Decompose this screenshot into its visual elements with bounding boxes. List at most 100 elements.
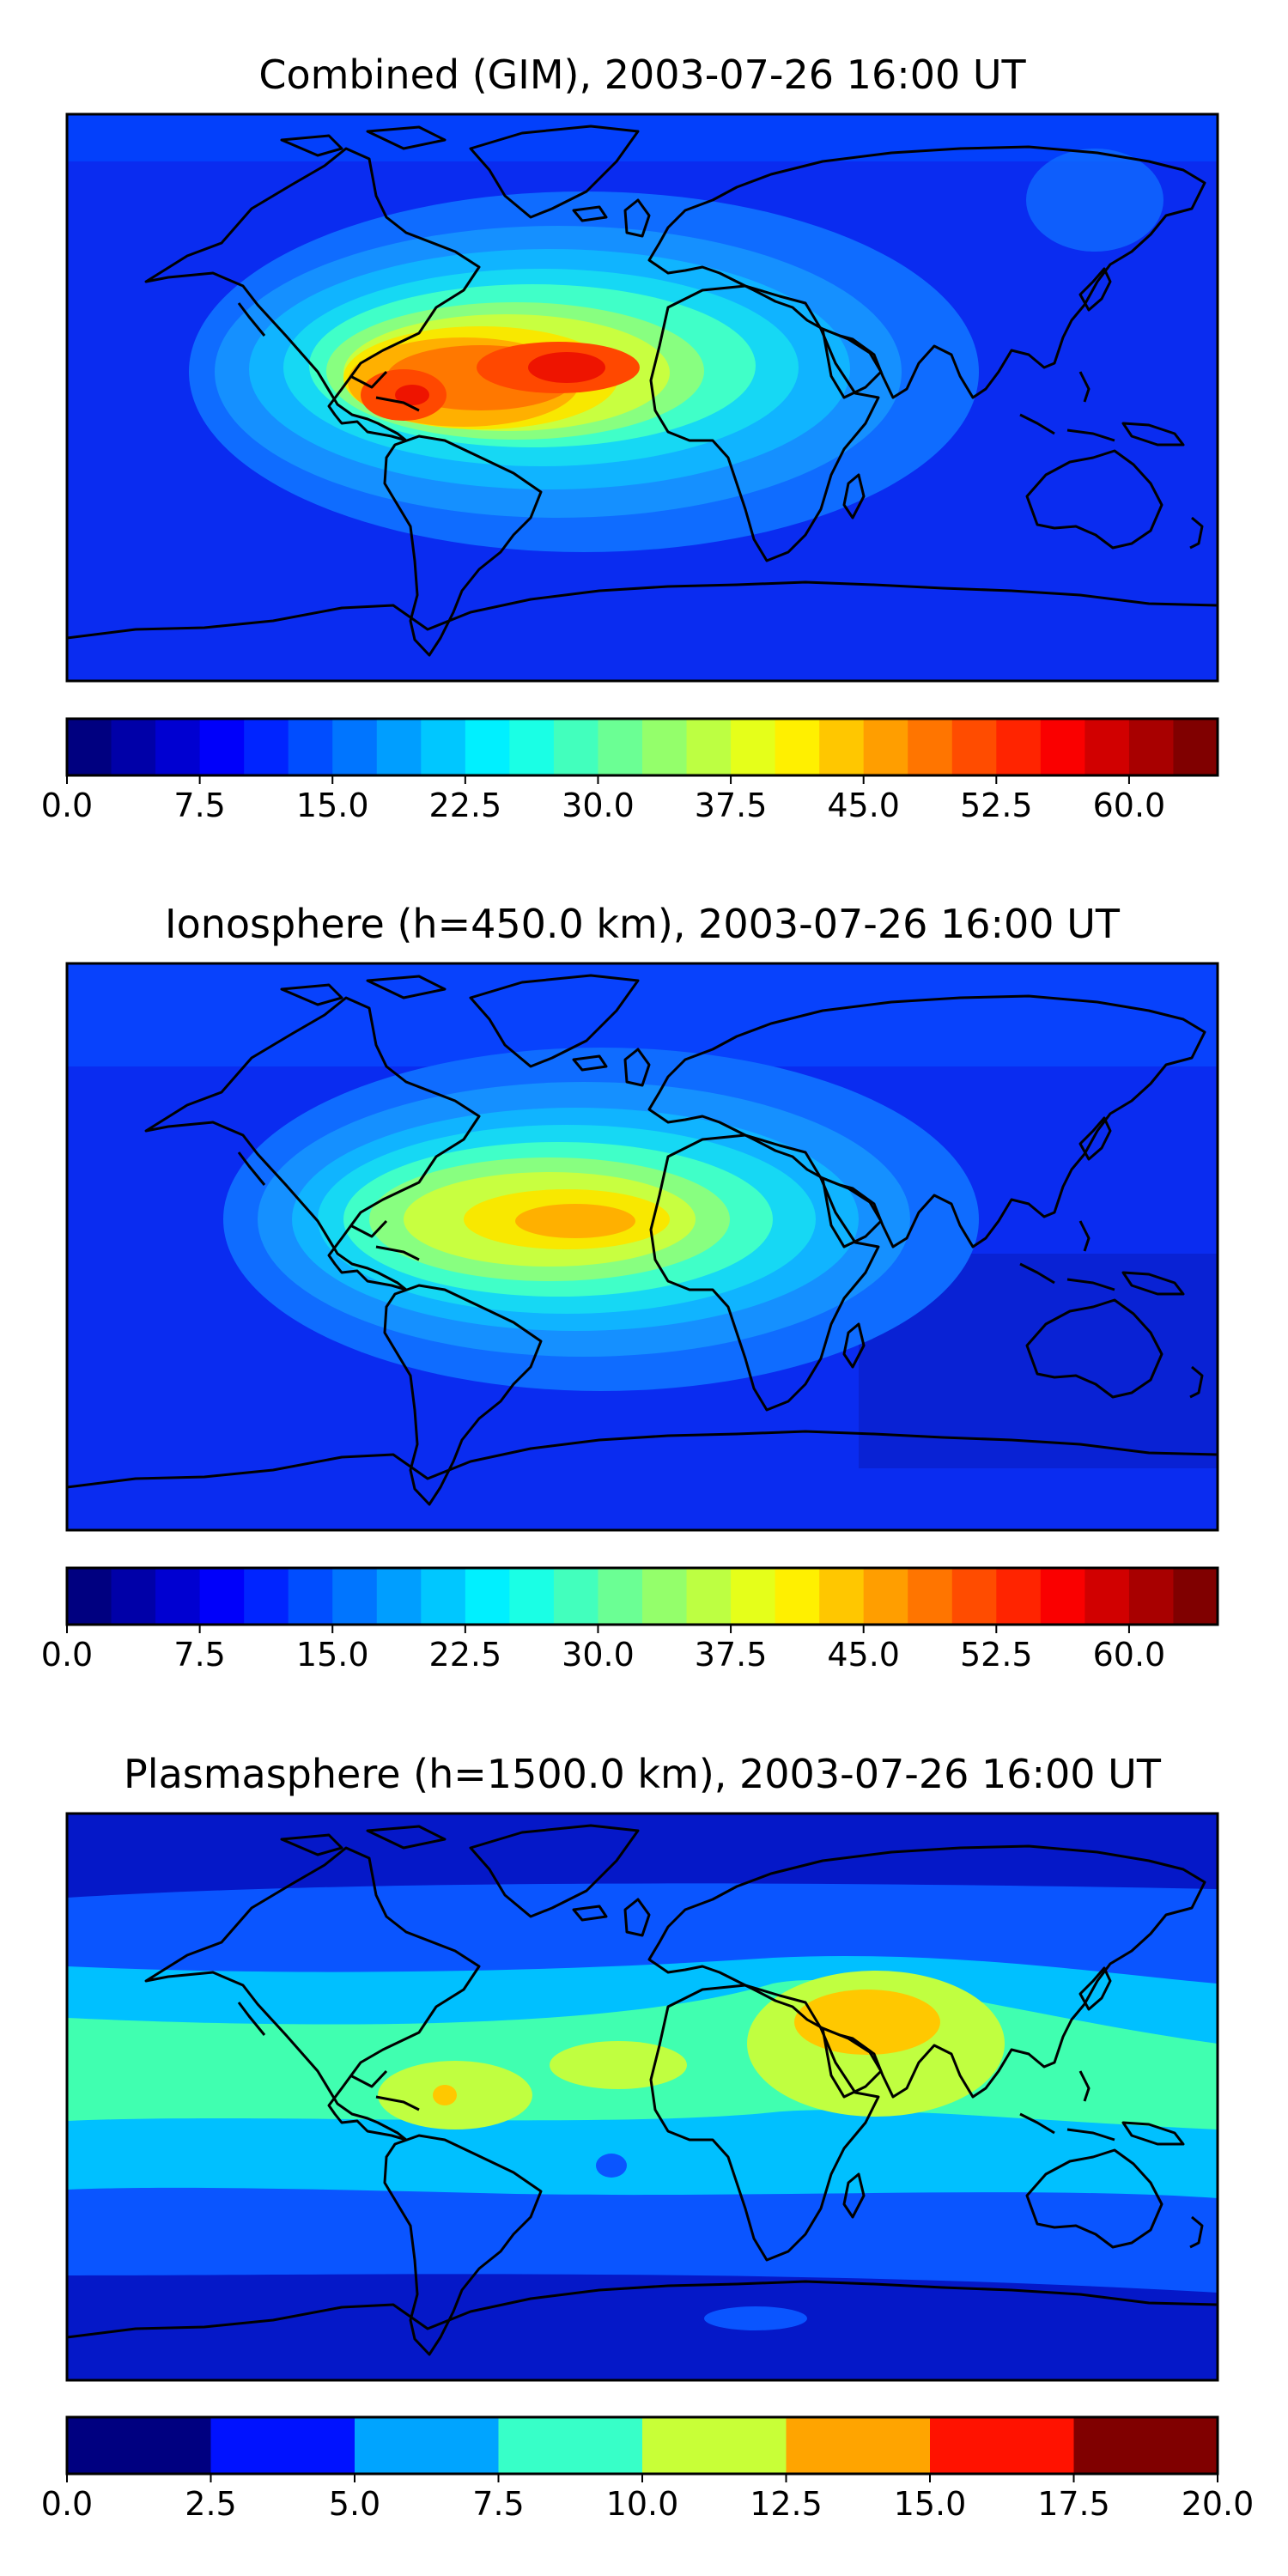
colorbar-bin — [509, 719, 555, 775]
colorbar-bin — [1084, 719, 1130, 775]
colorbar-bin — [332, 719, 378, 775]
colorbar-tick-label: 2.5 — [185, 2485, 236, 2523]
colorbar-bin — [376, 1568, 422, 1625]
colorbar-bin — [819, 1568, 865, 1625]
colorbar-bin — [731, 1568, 776, 1625]
colorbar-tick-label: 52.5 — [960, 787, 1033, 824]
colorbar-bin — [553, 719, 599, 775]
colorbar-tick-label: 20.0 — [1182, 2485, 1255, 2523]
colorbar-bin — [1128, 719, 1175, 775]
colorbar-bin — [775, 719, 820, 775]
colorbar-bin — [199, 719, 245, 775]
colorbar-tick-label: 37.5 — [695, 1636, 768, 1674]
colorbar-tick-label: 15.0 — [296, 1636, 369, 1674]
colorbar-bin — [210, 2417, 355, 2474]
map-frame-combined — [65, 112, 1219, 683]
map-field-ionosphere — [67, 963, 1218, 1530]
colorbar-bin — [642, 1568, 688, 1625]
colorbar-bin — [642, 2417, 787, 2474]
colorbar-bin — [67, 2417, 212, 2474]
colorbar-bin — [731, 719, 776, 775]
colorbar-bin — [67, 1568, 112, 1625]
colorbar-bin — [996, 719, 1042, 775]
colorbar-plasmasphere: 0.0 2.5 5.0 7.5 10.0 12.5 15.0 17.5 20.0 — [41, 2415, 1255, 2523]
colorbar-bin — [819, 719, 865, 775]
colorbar-bin — [288, 1568, 333, 1625]
colorbar-bin — [421, 1568, 466, 1625]
colorbar-bin — [244, 1568, 289, 1625]
colorbar-bin — [863, 1568, 908, 1625]
colorbar-bin — [355, 2417, 500, 2474]
colorbar-bin — [111, 719, 156, 775]
colorbar-bin — [598, 1568, 643, 1625]
colorbar-tick-label: 22.5 — [429, 1636, 502, 1674]
colorbar-bin — [1073, 2417, 1218, 2474]
colorbar-bin — [908, 719, 953, 775]
colorbar-bin — [598, 719, 643, 775]
colorbar-tick-label: 17.5 — [1037, 2485, 1110, 2523]
colorbar-bin — [421, 719, 466, 775]
colorbar-bin — [155, 719, 201, 775]
colorbar-bin — [686, 1568, 732, 1625]
colorbar-bin — [775, 1568, 820, 1625]
colorbar-tick-label: 45.0 — [827, 1636, 900, 1674]
colorbar-bin — [67, 719, 112, 775]
colorbar-frame — [65, 717, 1219, 777]
panel-title-ionosphere: Ionosphere (h=450.0 km), 2003-07-26 16:0… — [165, 901, 1121, 947]
colorbar-tick-label: 12.5 — [750, 2485, 823, 2523]
colorbar-bin — [863, 719, 908, 775]
colorbar-bin — [111, 1568, 156, 1625]
colorbar-tick-label: 15.0 — [296, 787, 369, 824]
colorbar-bin — [996, 1568, 1042, 1625]
panel-title-plasmasphere: Plasmasphere (h=1500.0 km), 2003-07-26 1… — [124, 1751, 1162, 1797]
colorbar-bin — [465, 1568, 510, 1625]
panel-ionosphere: Ionosphere (h=450.0 km), 2003-07-26 16:0… — [41, 901, 1219, 1674]
colorbar-tick-label: 10.0 — [606, 2485, 679, 2523]
colorbar-bin — [908, 1568, 953, 1625]
map-frame-ionosphere — [65, 962, 1219, 1532]
colorbar-bin — [553, 1568, 599, 1625]
colorbar-bin — [1128, 1568, 1175, 1625]
colorbar-combined: 0.0 7.5 15.0 22.5 30.0 37.5 45.0 52.5 60.0 — [41, 717, 1219, 824]
colorbar-tick-label: 30.0 — [562, 787, 635, 824]
colorbar-bin — [509, 1568, 555, 1625]
colorbar-bin — [1084, 1568, 1130, 1625]
colorbar-bin — [465, 719, 510, 775]
colorbar-tick-label: 22.5 — [429, 787, 502, 824]
colorbar-tick-label: 60.0 — [1093, 1636, 1166, 1674]
colorbar-bin — [376, 719, 422, 775]
map-field-plasmasphere — [67, 1814, 1218, 2380]
map-frame-plasmasphere — [65, 1812, 1219, 2382]
colorbar-bin — [288, 719, 333, 775]
colorbar-bin — [1173, 719, 1218, 775]
colorbar-tick-label: 7.5 — [173, 1636, 225, 1674]
colorbar-bin — [930, 2417, 1075, 2474]
colorbar-bin — [1040, 1568, 1085, 1625]
colorbar-tick-label: 45.0 — [827, 787, 900, 824]
colorbar-tick-label: 0.0 — [41, 2485, 93, 2523]
colorbar-bin — [498, 2417, 643, 2474]
colorbar-tick-label: 0.0 — [41, 787, 93, 824]
panel-combined: Combined (GIM), 2003-07-26 16:00 UT 0.0 7… — [41, 52, 1219, 824]
colorbar-bin — [642, 719, 688, 775]
colorbar-tick-label: 7.5 — [472, 2485, 524, 2523]
colorbar-bin — [1040, 719, 1085, 775]
panel-plasmasphere: Plasmasphere (h=1500.0 km), 2003-07-26 1… — [41, 1751, 1255, 2523]
colorbar-tick-label: 52.5 — [960, 1636, 1033, 1674]
colorbar-tick-label: 30.0 — [562, 1636, 635, 1674]
colorbar-bin — [199, 1568, 245, 1625]
colorbar-tick-label: 60.0 — [1093, 787, 1166, 824]
colorbar-tick-label: 15.0 — [894, 2485, 967, 2523]
colorbar-bin — [951, 719, 997, 775]
colorbar-tick-label: 0.0 — [41, 1636, 93, 1674]
colorbar-tick-label: 5.0 — [329, 2485, 380, 2523]
colorbar-bin — [951, 1568, 997, 1625]
colorbar-bin — [786, 2417, 931, 2474]
colorbar-tick-label: 37.5 — [695, 787, 768, 824]
colorbar-ionosphere: 0.0 7.5 15.0 22.5 30.0 37.5 45.0 52.5 60.0 — [41, 1566, 1219, 1674]
map-field-combined — [67, 114, 1218, 681]
colorbar-bin — [332, 1568, 378, 1625]
colorbar-tick-label: 7.5 — [173, 787, 225, 824]
colorbar-frame — [65, 1566, 1219, 1626]
